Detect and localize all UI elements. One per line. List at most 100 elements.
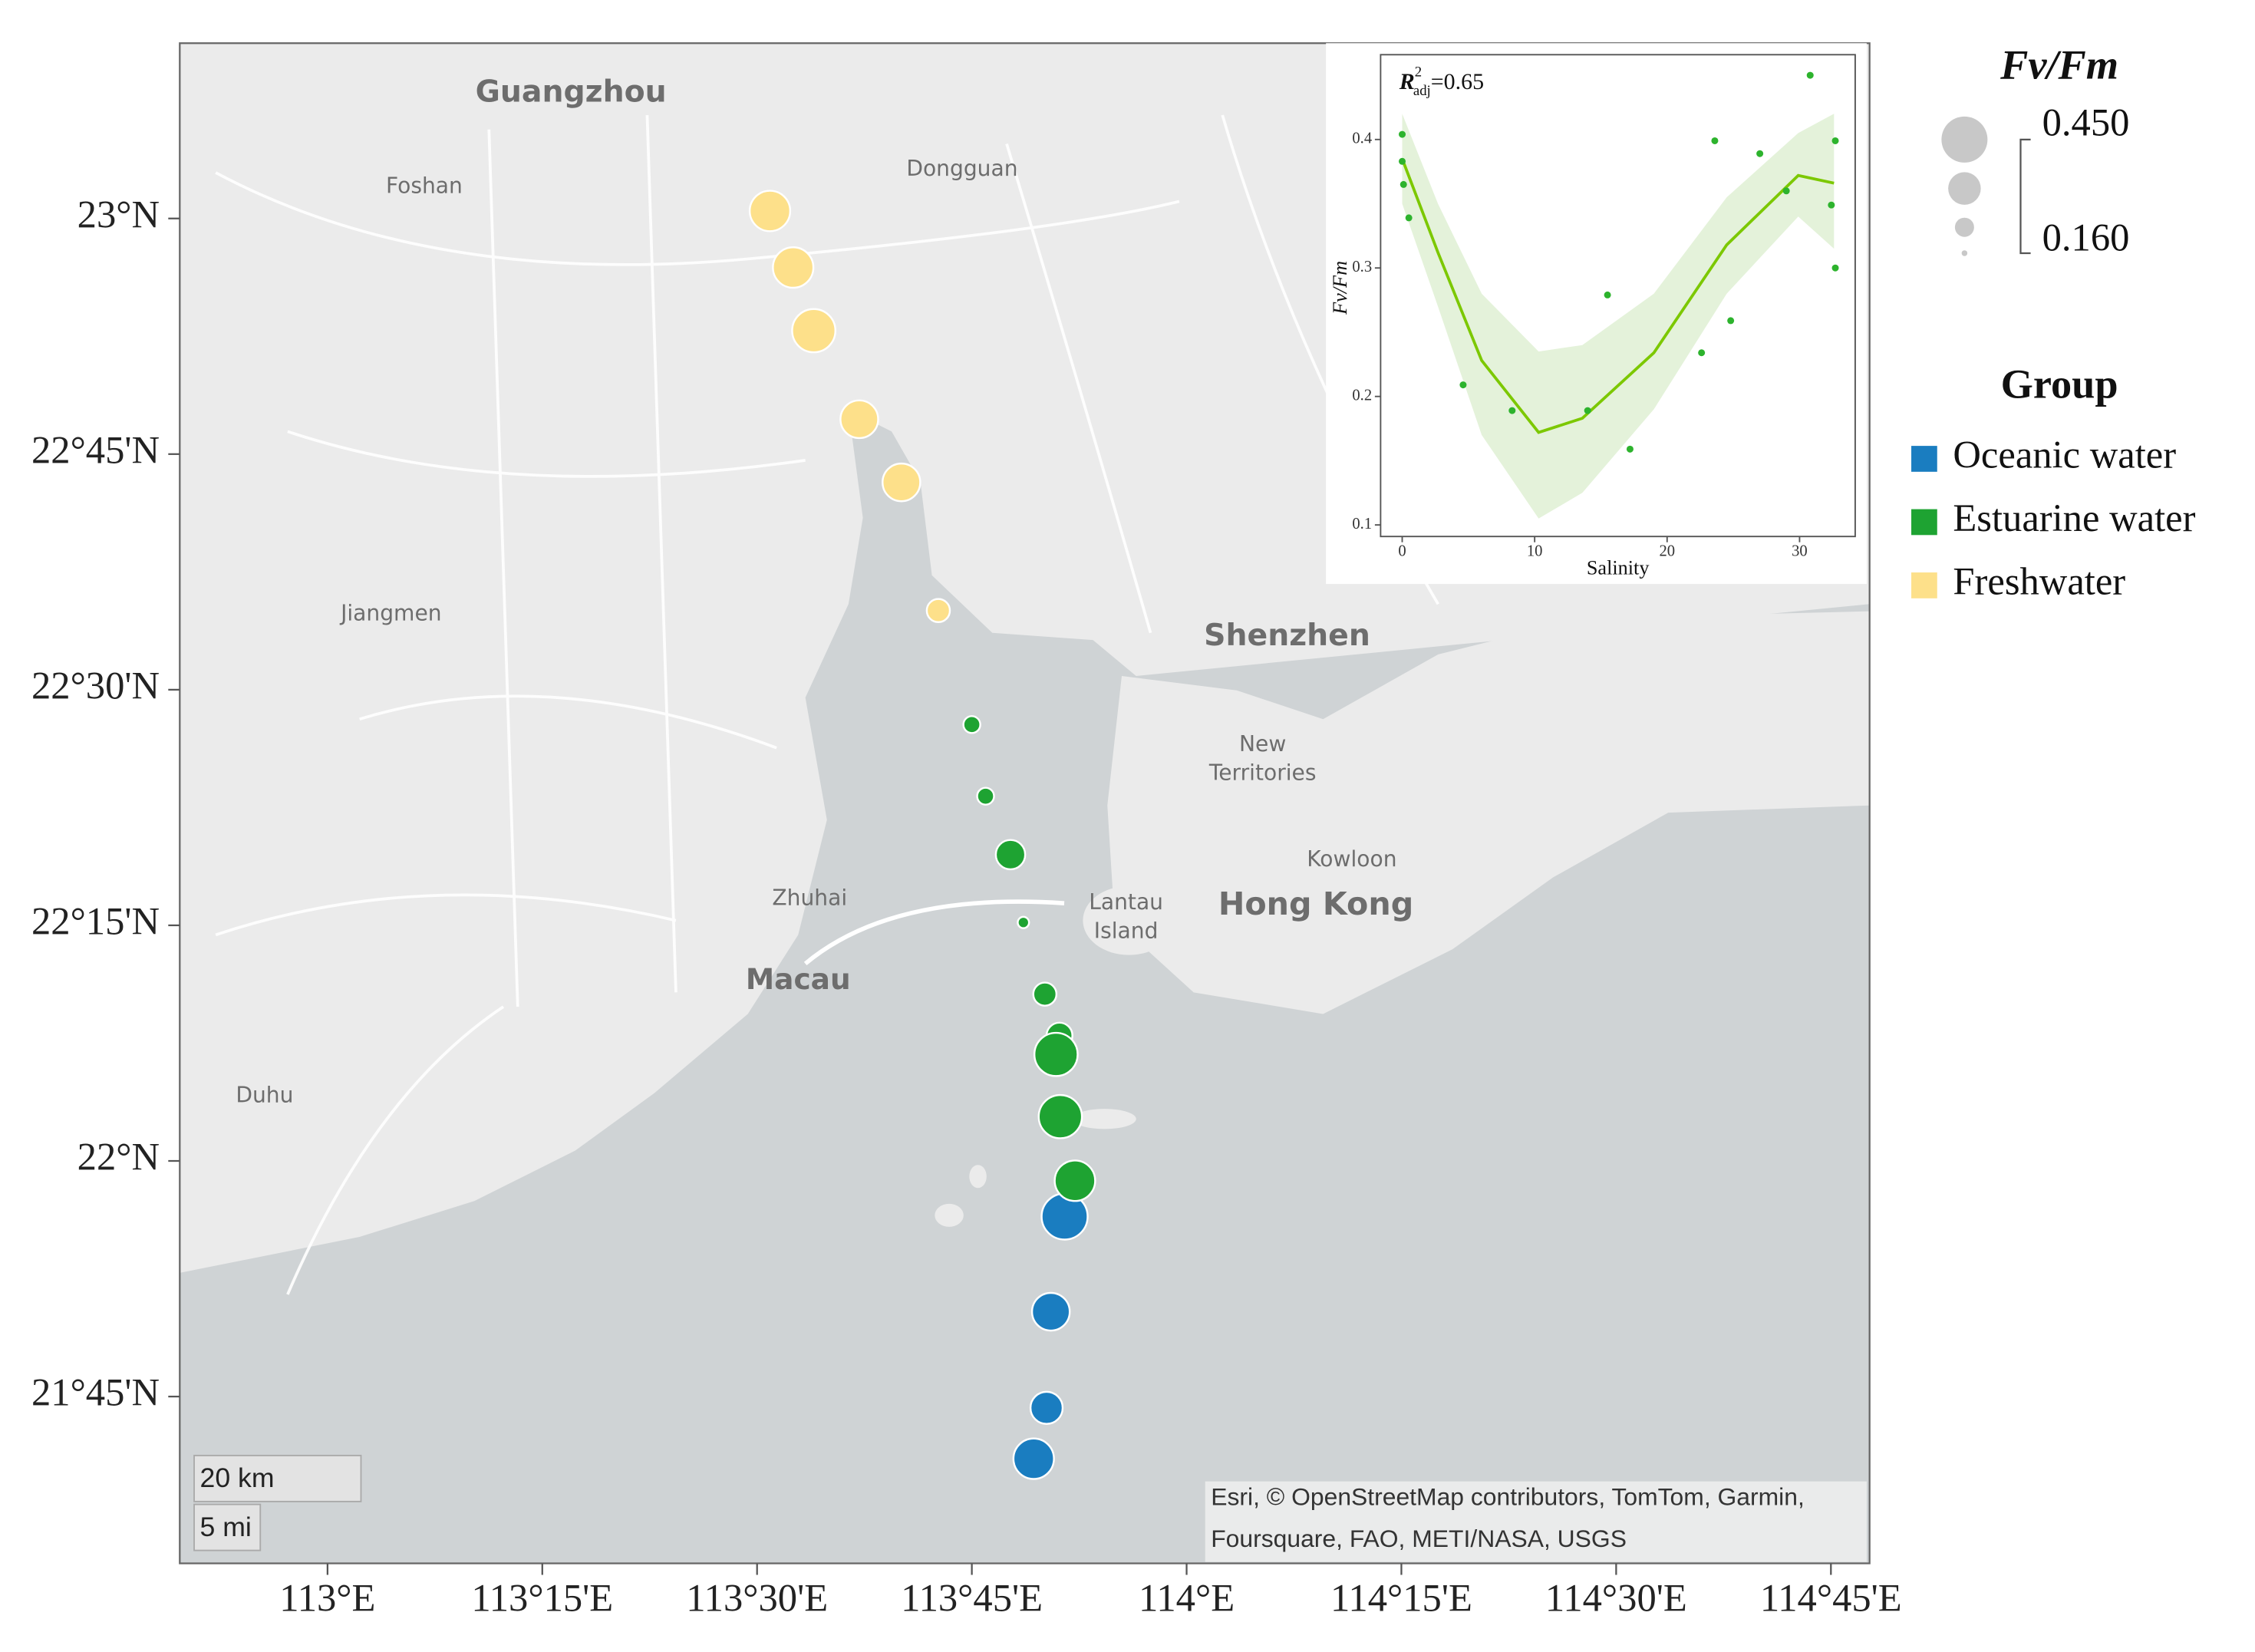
attribution: Esri, © OpenStreetMap contributors, TomT… (1211, 1483, 1805, 1511)
station-point (1053, 1159, 1096, 1202)
station-point (882, 462, 921, 503)
legend-label: Freshwater (1953, 560, 2125, 603)
x-tick-label: 113°45'E (901, 1577, 1043, 1620)
station-point (748, 190, 792, 232)
station-point (1033, 1031, 1079, 1077)
place-label: Macau (746, 962, 851, 996)
annotation-part: 2 (1415, 64, 1422, 81)
scale-bar-label: 5 mi (200, 1512, 252, 1542)
size-legend-key (1954, 217, 1974, 237)
place-label: Shenzhen (1204, 618, 1370, 653)
y-tick-label: 0.1 (1352, 516, 1372, 533)
data-point (1508, 407, 1516, 414)
size-legend-label: 0.450 (2042, 101, 2130, 144)
y-tick-label: 22°N (77, 1136, 160, 1179)
x-axis-label: Salinity (1587, 556, 1650, 579)
y-tick-label: 21°45'N (31, 1371, 160, 1414)
legend-label: Oceanic water (1953, 434, 2176, 476)
y-axis-label: Fv/Fm (1329, 261, 1351, 315)
legend-swatch (1911, 572, 1937, 598)
place-label: Hong Kong (1218, 885, 1413, 922)
station-point (925, 598, 951, 623)
inset-background (1326, 43, 1867, 585)
place-label: Kowloon (1307, 846, 1396, 872)
attribution-box (1205, 1481, 1867, 1562)
legend-title: Group (2001, 361, 2118, 407)
island (935, 1203, 964, 1227)
x-tick-label: 113°15'E (471, 1577, 613, 1620)
y-tick-label: 0.2 (1352, 387, 1372, 404)
data-point (1604, 291, 1611, 298)
place-label: Guangzhou (476, 74, 667, 109)
data-point (1756, 150, 1764, 157)
data-point (1828, 201, 1835, 209)
data-point (1782, 187, 1790, 195)
size-legend-key (1961, 250, 1968, 256)
place-label: Dongguan (906, 156, 1017, 181)
x-tick-label: 113°E (279, 1577, 375, 1620)
y-tick-label: 23°N (77, 193, 160, 236)
station-point (1032, 981, 1058, 1007)
scale-bar-box (193, 1454, 362, 1502)
data-point (1626, 445, 1634, 453)
x-tick-label: 10 (1527, 543, 1543, 560)
station-point (1012, 1437, 1055, 1480)
place-label: New (1239, 731, 1286, 757)
legend-swatch (1911, 446, 1937, 472)
size-legend-key (1948, 172, 1981, 205)
map-frame (179, 42, 1871, 1565)
x-tick-label: 114°30'E (1545, 1577, 1687, 1620)
station-point (1030, 1291, 1071, 1332)
station-point (976, 786, 995, 806)
island (1083, 885, 1175, 955)
y-tick-label: 0.4 (1352, 130, 1372, 147)
size-legend-label: 0.160 (2042, 216, 2130, 259)
station-point (994, 839, 1027, 871)
x-tick-label: 20 (1659, 543, 1675, 560)
confidence-band (1402, 114, 1835, 519)
place-label: Foshan (386, 173, 463, 199)
station-point (1017, 915, 1030, 929)
legend-label: Estuarine water (1953, 496, 2195, 539)
data-point (1405, 214, 1413, 222)
data-point (1711, 137, 1719, 144)
station-point (962, 715, 981, 734)
station-point (1037, 1093, 1083, 1139)
data-point (1459, 381, 1467, 389)
bridge (803, 899, 1065, 966)
land (1107, 611, 1870, 1014)
place-label: Jiangmen (339, 600, 441, 625)
annotation-part: =0.65 (1431, 69, 1484, 94)
annotation-part: R (1399, 69, 1415, 94)
data-point (1399, 180, 1407, 188)
place-label: Territories (1208, 760, 1317, 785)
x-tick-label: 0 (1398, 543, 1406, 560)
x-tick-label: 114°E (1139, 1577, 1235, 1620)
inset-panel (1326, 43, 1867, 585)
size-legend-key (1941, 116, 1988, 163)
place-label: Zhuhai (772, 885, 847, 911)
island (1073, 1109, 1136, 1129)
data-point (1806, 71, 1814, 79)
y-tick-label: 22°30'N (31, 664, 160, 707)
attribution: Foursquare, FAO, METI/NASA, USGS (1211, 1525, 1627, 1552)
inset-frame (1380, 54, 1856, 538)
station-point (791, 308, 837, 354)
annotation-part: adj (1413, 83, 1431, 99)
x-tick-label: 113°30'E (686, 1577, 828, 1620)
y-tick-label: 22°15'N (31, 900, 160, 943)
data-point (1399, 130, 1406, 138)
x-tick-label: 114°15'E (1330, 1577, 1472, 1620)
data-point (1727, 317, 1735, 325)
x-tick-label: 114°45'E (1760, 1577, 1902, 1620)
x-tick-label: 30 (1792, 543, 1808, 560)
data-point (1831, 137, 1839, 144)
place-label: Island (1094, 918, 1159, 944)
station-point (772, 246, 815, 289)
data-point (1584, 407, 1591, 414)
fit-line (1400, 158, 1835, 434)
place-label: Duhu (236, 1082, 293, 1107)
y-tick-label: 22°45'N (31, 428, 160, 471)
